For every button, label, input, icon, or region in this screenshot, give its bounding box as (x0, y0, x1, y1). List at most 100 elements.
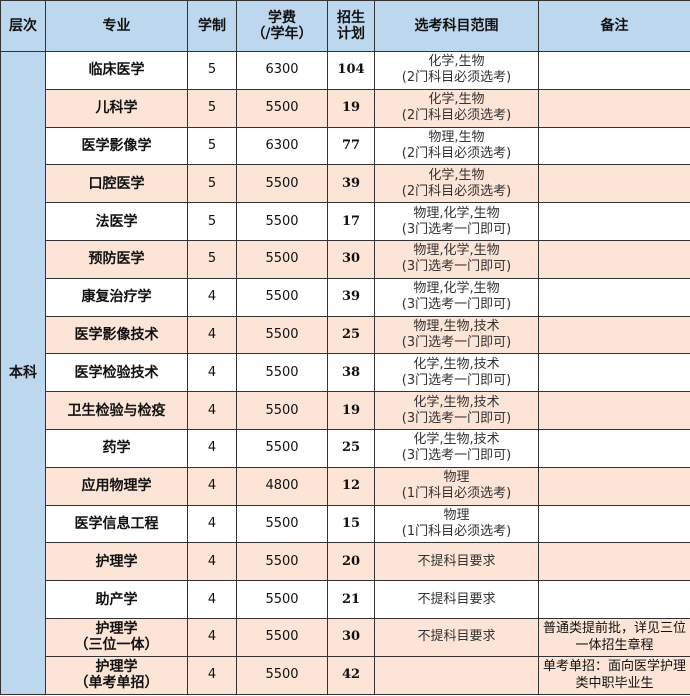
table-row: 法医学 5 5500 17 物理,化学,生物 (3门选考一门即可) (1, 202, 690, 241)
note-cell (538, 580, 690, 619)
subjects-cell: 物理,化学,生物 (3门选考一门即可) (374, 239, 539, 279)
plan-cell: 12 (327, 466, 375, 506)
subjects-cell: 不提科目要求 (374, 542, 539, 582)
plan-cell: 19 (327, 391, 375, 430)
note-cell (538, 126, 690, 166)
plan-cell: 42 (327, 655, 375, 695)
major-cell: 助产学 (45, 580, 188, 619)
note-cell (538, 315, 690, 355)
plan-cell: 38 (327, 353, 375, 393)
fee-cell: 5500 (236, 391, 328, 430)
major-cell: 临床医学 (45, 51, 188, 90)
note-cell (538, 164, 690, 204)
plan-cell: 19 (327, 88, 375, 128)
fee-cell: 5500 (236, 88, 328, 128)
fee-cell: 5500 (236, 580, 328, 619)
years-cell: 4 (187, 353, 237, 393)
note-cell (538, 239, 690, 279)
fee-cell: 5500 (236, 655, 328, 695)
table-row: 护理学 （三位一体） 4 5500 30 不提科目要求 普通类提前批，详见三位一体招生章程 (1, 617, 690, 657)
major-cell: 护理学 (45, 542, 188, 582)
fee-cell: 5500 (236, 617, 328, 657)
plan-cell: 39 (327, 164, 375, 204)
major-cell: 医学信息工程 (45, 504, 188, 544)
subjects-cell: 化学,生物,技术 (3门选考一门即可) (374, 391, 539, 430)
header-years: 学制 (187, 0, 237, 52)
subjects-cell: 物理,化学,生物 (3门选考一门即可) (374, 277, 539, 317)
header-plan: 招生 计划 (327, 0, 375, 52)
subjects-cell: 物理,生物,技术 (3门选考一门即可) (374, 315, 539, 355)
years-cell: 5 (187, 88, 237, 128)
note-cell (538, 202, 690, 241)
years-cell: 4 (187, 466, 237, 506)
major-cell: 药学 (45, 428, 188, 468)
table-row: 助产学 4 5500 21 不提科目要求 (1, 580, 690, 619)
note-cell: 普通类提前批，详见三位一体招生章程 (538, 617, 690, 657)
major-cell: 护理学 （三位一体） (45, 617, 188, 657)
major-cell: 应用物理学 (45, 466, 188, 506)
fee-cell: 5500 (236, 164, 328, 204)
years-cell: 5 (187, 202, 237, 241)
years-cell: 4 (187, 315, 237, 355)
subjects-cell: 物理 (1门科目必须选考) (374, 466, 539, 506)
subjects-cell: 物理,化学,生物 (3门选考一门即可) (374, 202, 539, 241)
years-cell: 4 (187, 580, 237, 619)
header-row: 层次 专业 学制 学费 （/学年） 招生 计划 选考科目范围 备注 (0, 0, 690, 52)
subjects-cell: 化学,生物,技术 (3门选考一门即可) (374, 428, 539, 468)
major-cell: 护理学 （单考单招） (45, 655, 188, 695)
subjects-cell: 化学,生物 (2门科目必须选考) (374, 51, 539, 90)
note-cell (538, 277, 690, 317)
fee-cell: 6300 (236, 126, 328, 166)
subjects-cell: 化学,生物 (2门科目必须选考) (374, 164, 539, 204)
major-cell: 口腔医学 (45, 164, 188, 204)
subjects-cell: 物理,生物 (2门科目必须选考) (374, 126, 539, 166)
note-cell (538, 428, 690, 468)
header-major: 专业 (45, 0, 188, 52)
major-cell: 医学影像学 (45, 126, 188, 166)
table-row: 医学信息工程 4 5500 15 物理 (1门科目必须选考) (1, 504, 690, 544)
fee-cell: 6300 (236, 51, 328, 90)
plan-cell: 20 (327, 542, 375, 582)
major-cell: 法医学 (45, 202, 188, 241)
note-cell: 单考单招：面向医学护理类中职毕业生 (538, 655, 690, 695)
table-row: 应用物理学 4 4800 12 物理 (1门科目必须选考) (1, 466, 690, 506)
major-cell: 医学影像技术 (45, 315, 188, 355)
major-cell: 预防医学 (45, 239, 188, 279)
table-row: 预防医学 5 5500 30 物理,化学,生物 (3门选考一门即可) (1, 239, 690, 279)
table-row: 口腔医学 5 5500 39 化学,生物 (2门科目必须选考) (1, 164, 690, 204)
subjects-cell: 化学,生物 (2门科目必须选考) (374, 88, 539, 128)
header-fee: 学费 （/学年） (236, 0, 328, 52)
plan-cell: 25 (327, 315, 375, 355)
years-cell: 4 (187, 428, 237, 468)
table-row: 医学影像技术 4 5500 25 物理,生物,技术 (3门选考一门即可) (1, 315, 690, 355)
header-note: 备注 (538, 0, 690, 52)
note-cell (538, 504, 690, 544)
plan-cell: 77 (327, 126, 375, 166)
plan-cell: 39 (327, 277, 375, 317)
table-row: 药学 4 5500 25 化学,生物,技术 (3门选考一门即可) (1, 428, 690, 468)
fee-cell: 5500 (236, 428, 328, 468)
note-cell (538, 51, 690, 90)
subjects-cell: 不提科目要求 (374, 580, 539, 619)
major-cell: 医学检验技术 (45, 353, 188, 393)
years-cell: 4 (187, 277, 237, 317)
fee-cell: 5500 (236, 315, 328, 355)
plan-cell: 15 (327, 504, 375, 544)
years-cell: 4 (187, 391, 237, 430)
subjects-cell: 化学,生物,技术 (3门选考一门即可) (374, 353, 539, 393)
fee-cell: 5500 (236, 542, 328, 582)
plan-cell: 104 (327, 51, 375, 90)
subjects-cell: 不提科目要求 (374, 617, 539, 657)
header-subjects: 选考科目范围 (374, 0, 539, 52)
years-cell: 4 (187, 655, 237, 695)
table-row: 儿科学 5 5500 19 化学,生物 (2门科目必须选考) (1, 88, 690, 128)
plan-cell: 30 (327, 617, 375, 657)
note-cell (538, 88, 690, 128)
table-row: 卫生检验与检疫 4 5500 19 化学,生物,技术 (3门选考一门即可) (1, 391, 690, 430)
plan-cell: 25 (327, 428, 375, 468)
fee-cell: 5500 (236, 202, 328, 241)
years-cell: 5 (187, 126, 237, 166)
level-cell: 本科 (0, 51, 46, 695)
fee-cell: 5500 (236, 239, 328, 279)
